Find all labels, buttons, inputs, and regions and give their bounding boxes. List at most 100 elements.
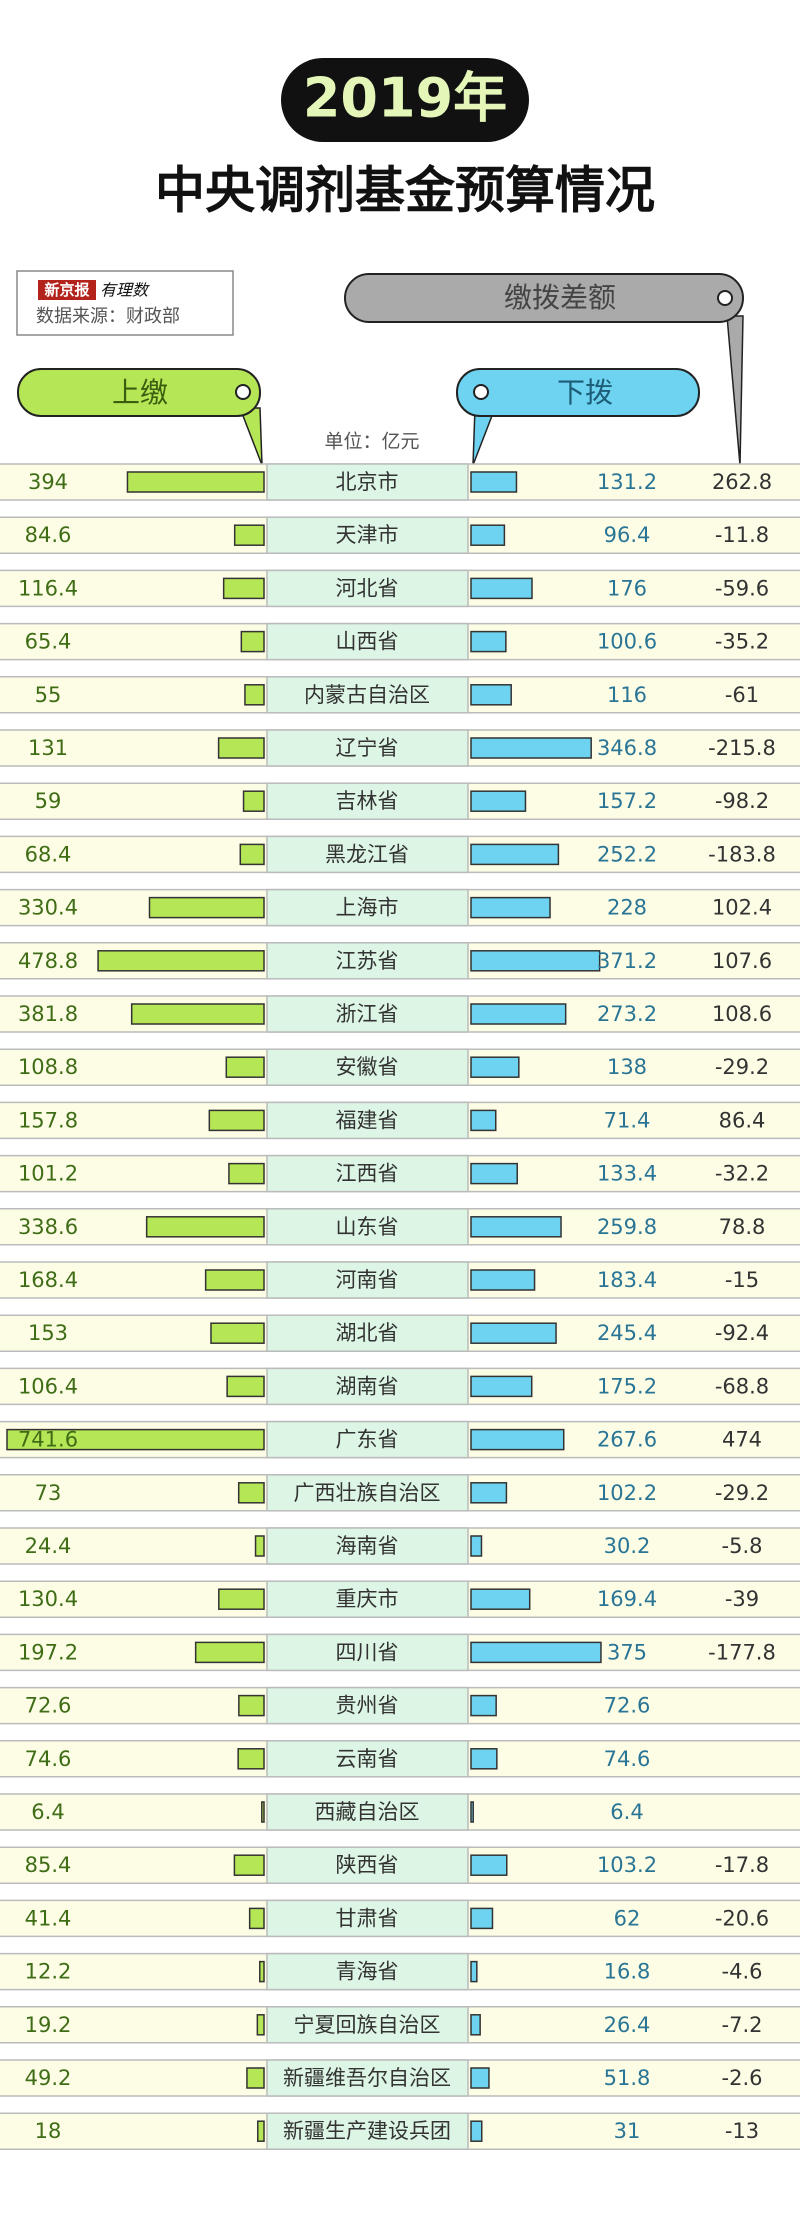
value-up: 157.8	[18, 1108, 78, 1132]
center-cell	[266, 729, 469, 767]
value-down: 116	[607, 683, 647, 707]
legend-down: 下拨	[557, 376, 613, 409]
bar-down	[470, 1428, 565, 1451]
bar-up	[233, 524, 265, 546]
bar-down	[470, 1482, 508, 1504]
value-down: 375	[607, 1640, 647, 1664]
value-down: 72.6	[604, 1694, 651, 1718]
bar-up	[222, 577, 265, 600]
value-up: 59	[35, 789, 62, 813]
category-label: 广西壮族自治区	[294, 1481, 441, 1505]
bar-up	[225, 1056, 265, 1078]
value-up: 381.8	[18, 1002, 78, 1026]
center-cell	[266, 463, 469, 501]
bar-down	[470, 1748, 498, 1770]
center-cell	[266, 516, 469, 554]
value-down: 74.6	[604, 1747, 651, 1771]
category-label: 辽宁省	[336, 736, 399, 760]
category-label: 宁夏回族自治区	[294, 2013, 441, 2037]
bar-down	[470, 684, 512, 706]
bar-down	[470, 790, 527, 812]
bar-down	[470, 1854, 508, 1876]
category-label: 西藏自治区	[315, 1800, 420, 1824]
title-pill	[281, 58, 529, 142]
bar-up	[239, 843, 265, 866]
bar-up	[257, 2120, 265, 2142]
center-cell	[266, 1261, 469, 1299]
center-cell	[266, 1580, 469, 1618]
value-down: 100.6	[597, 630, 657, 654]
center-cell	[266, 1740, 469, 1778]
value-diff: -29.2	[715, 1481, 769, 1505]
center-cell	[266, 1846, 469, 1884]
value-up: 74.6	[25, 1747, 72, 1771]
value-up: 197.2	[18, 1640, 78, 1664]
category-label: 山东省	[336, 1215, 399, 1239]
bar-up	[97, 950, 265, 972]
center-cell	[266, 888, 469, 927]
value-down: 371.2	[597, 949, 657, 973]
category-label: 吉林省	[336, 789, 399, 813]
center-cell	[266, 1208, 469, 1246]
value-up: 330.4	[18, 896, 78, 920]
value-up: 131	[28, 736, 68, 760]
value-down: 62	[614, 1906, 641, 1930]
bar-up	[240, 630, 265, 653]
bar-up	[130, 1003, 265, 1025]
value-down: 259.8	[597, 1215, 657, 1239]
center-cell	[266, 1474, 469, 1512]
bar-up	[238, 1694, 265, 1717]
value-up: 19.2	[25, 2013, 72, 2037]
value-down: 103.2	[597, 1853, 657, 1877]
category-label: 内蒙古自治区	[304, 683, 430, 707]
category-label: 江西省	[336, 1162, 399, 1186]
value-diff: -32.2	[715, 1162, 769, 1186]
value-down: 252.2	[597, 842, 657, 866]
value-down: 102.2	[597, 1481, 657, 1505]
bar-up	[228, 1162, 265, 1185]
value-up: 130.4	[18, 1587, 78, 1611]
center-cell	[266, 942, 469, 980]
chart-title: 2019年	[303, 67, 507, 130]
unit: 单位：亿元	[324, 431, 419, 453]
bar-up	[259, 1960, 265, 1983]
center-cell	[266, 1686, 469, 1725]
center-cell	[266, 2112, 469, 2150]
bar-up	[194, 1641, 265, 1664]
value-down: 131.2	[597, 470, 657, 494]
value-up: 72.6	[25, 1694, 72, 1718]
category-label: 陕西省	[336, 1853, 399, 1877]
center-cell	[266, 1048, 469, 1086]
center-cell	[266, 676, 469, 714]
up-tail	[238, 407, 263, 466]
value-diff: -177.8	[708, 1640, 776, 1664]
value-down: 16.8	[604, 1960, 651, 1984]
bar-up	[246, 2067, 265, 2089]
bar-down	[470, 1641, 602, 1664]
bar-down	[470, 2014, 481, 2036]
diff-tail	[726, 315, 744, 466]
bar-down	[470, 1322, 557, 1344]
value-diff: -17.8	[715, 1853, 769, 1877]
category-label: 天津市	[336, 523, 399, 547]
bar-up	[237, 1482, 265, 1504]
value-diff: -4.6	[722, 1960, 763, 1984]
value-down: 51.8	[604, 2066, 651, 2090]
category-label: 新疆生产建设兵团	[283, 2119, 451, 2143]
value-up: 68.4	[25, 842, 72, 866]
category-label: 河南省	[336, 1268, 399, 1292]
down-pill	[456, 368, 700, 417]
bar-up	[208, 1109, 265, 1132]
category-label: 海南省	[336, 1534, 399, 1558]
value-diff: 86.4	[719, 1108, 766, 1132]
legend-up: 上缴	[112, 376, 168, 409]
bar-up	[237, 1748, 265, 1770]
bar-down	[470, 2120, 483, 2142]
value-up: 6.4	[31, 1800, 64, 1824]
bar-down	[470, 577, 533, 600]
value-up: 394	[28, 470, 68, 494]
value-down: 169.4	[597, 1587, 657, 1611]
legend-diff: 缴拨差额	[504, 281, 616, 314]
value-diff: -183.8	[708, 842, 776, 866]
